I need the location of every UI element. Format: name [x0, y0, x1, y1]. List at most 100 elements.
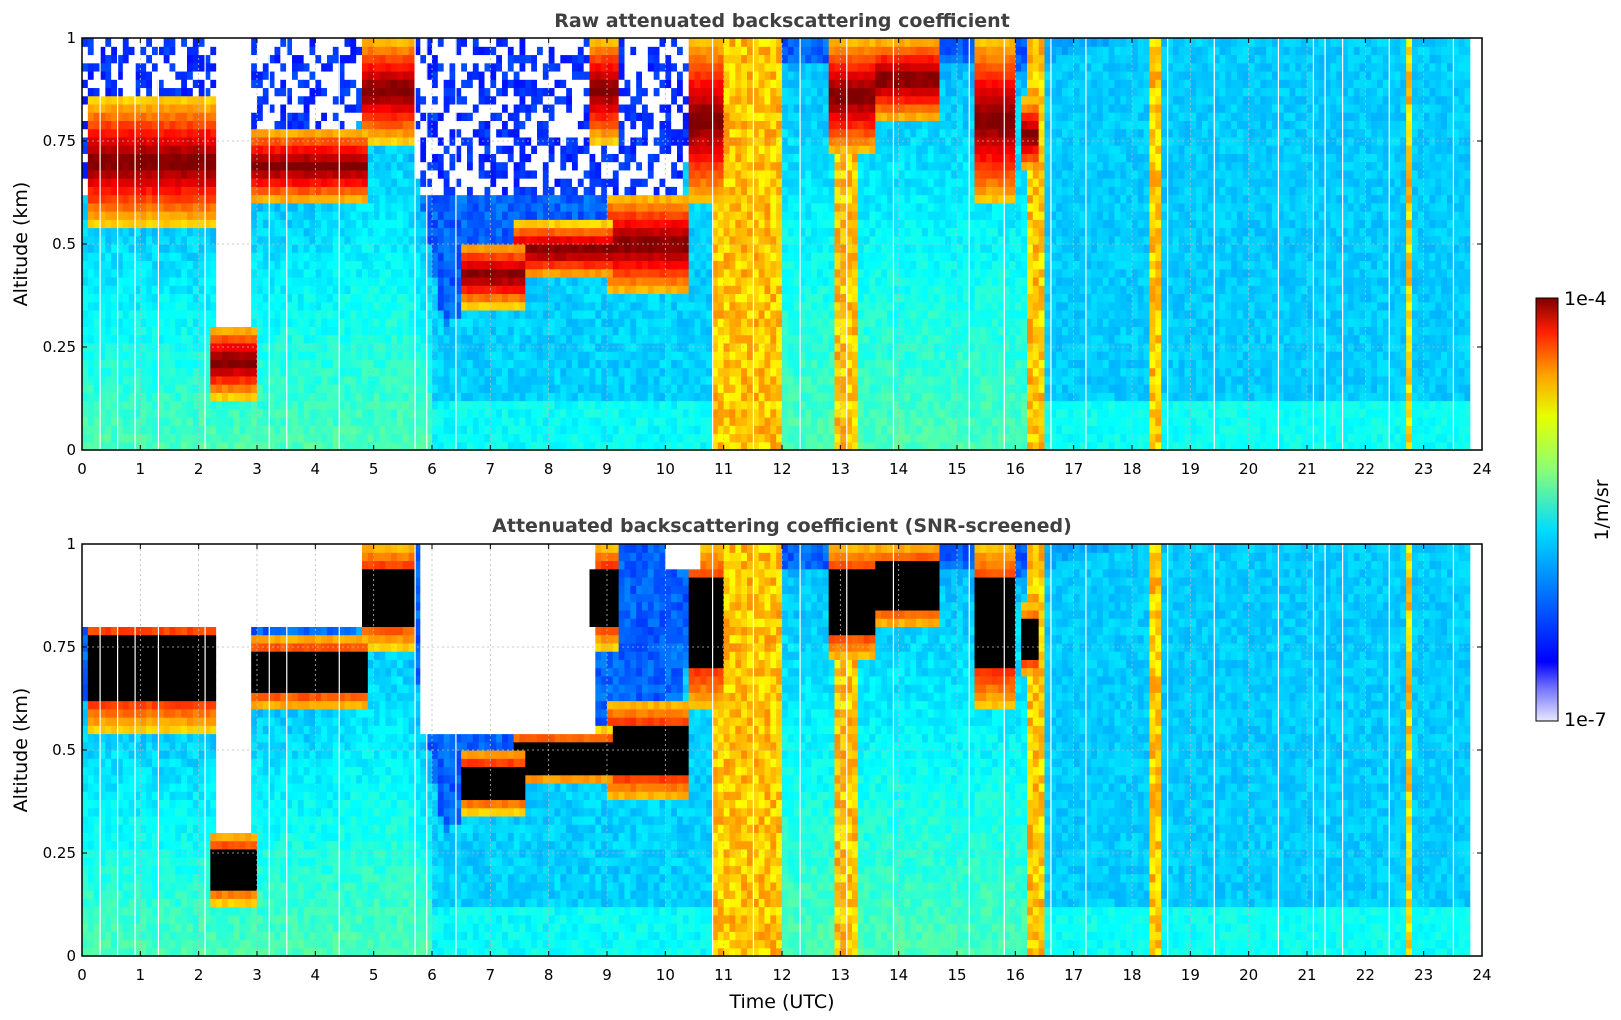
heatmap-cell [309, 408, 316, 418]
heatmap-cell [560, 202, 567, 212]
heatmap-cell [344, 178, 351, 187]
heatmap-cell [519, 285, 526, 295]
heatmap-cell [589, 186, 596, 196]
heatmap-cell [432, 194, 439, 204]
heatmap-cell [414, 318, 421, 327]
heatmap-cell [397, 194, 404, 204]
heatmap-cell [157, 38, 165, 47]
heatmap-cell [455, 425, 462, 435]
heatmap-cell [443, 433, 451, 443]
heatmap-cell [239, 54, 246, 64]
heatmap-cell [227, 161, 235, 171]
heatmap-cell [385, 334, 392, 344]
heatmap-cell [373, 120, 381, 130]
heatmap-cell [385, 38, 392, 47]
heatmap-cell [636, 425, 643, 435]
heatmap-cell [122, 79, 130, 89]
heatmap-cell [490, 384, 497, 393]
heatmap-cell [525, 178, 532, 187]
heatmap-cell [111, 268, 118, 278]
heatmap-cell [245, 46, 252, 56]
heatmap-cell [601, 136, 608, 146]
heatmap-cell [391, 392, 398, 402]
heatmap-cell [82, 95, 89, 105]
heatmap-cell [607, 169, 614, 179]
heatmap-cell [286, 276, 293, 286]
heatmap-cell [607, 244, 614, 253]
heatmap-cell [554, 169, 561, 179]
heatmap-cell [233, 62, 241, 72]
heatmap-cell [519, 70, 526, 80]
heatmap-cell [274, 441, 281, 451]
heatmap-cell [198, 128, 206, 138]
heatmap-cell [280, 441, 287, 451]
heatmap-cell [192, 169, 200, 179]
heatmap-cell [642, 252, 649, 262]
heatmap-cell [513, 211, 521, 220]
heatmap-cell [607, 46, 614, 56]
heatmap-cell [146, 359, 153, 369]
heatmap-cell [344, 268, 351, 278]
heatmap-cell [461, 334, 468, 344]
heatmap-cell [175, 293, 182, 303]
heatmap-cell [507, 227, 515, 237]
heatmap-cell [502, 244, 509, 253]
heatmap-cell [105, 400, 112, 410]
heatmap-cell [618, 301, 626, 311]
heatmap-cell [595, 87, 602, 97]
heatmap-cell [554, 301, 561, 311]
heatmap-cell [467, 392, 474, 402]
heatmap-cell [297, 169, 305, 179]
heatmap-cell [484, 425, 491, 435]
heatmap-cell [519, 293, 526, 303]
heatmap-cell [402, 38, 410, 47]
heatmap-cell [624, 276, 631, 286]
heatmap-cell [601, 342, 608, 352]
heatmap-cell [338, 433, 346, 443]
heatmap-cell [636, 276, 643, 286]
heatmap-cell [198, 70, 206, 80]
heatmap-cell [607, 260, 614, 270]
heatmap-cell [87, 417, 95, 426]
heatmap-cell [87, 46, 95, 56]
heatmap-cell [577, 178, 585, 187]
heatmap-cell [525, 351, 532, 360]
heatmap-cell [502, 293, 509, 303]
heatmap-cell [350, 120, 357, 130]
heatmap-cell [595, 326, 602, 336]
heatmap-cell [181, 318, 188, 327]
heatmap-cell [192, 87, 200, 97]
heatmap-cell [105, 252, 112, 262]
heatmap-cell [490, 235, 497, 245]
heatmap-cell [82, 235, 89, 245]
heatmap-cell [612, 178, 620, 187]
heatmap-cell [134, 252, 141, 262]
heatmap-cell [472, 392, 480, 402]
heatmap-cell [251, 318, 258, 327]
heatmap-cell [537, 318, 544, 327]
heatmap-cell [292, 301, 299, 311]
heatmap-cell [408, 178, 416, 187]
heatmap-cell [607, 408, 614, 418]
heatmap-cell [99, 408, 106, 418]
heatmap-cell [484, 326, 491, 336]
heatmap-cell [647, 145, 655, 154]
heatmap-cell [251, 384, 258, 393]
heatmap-cell [134, 285, 141, 295]
heatmap-cell [181, 95, 188, 105]
heatmap-cell [87, 186, 95, 196]
heatmap-cell [128, 95, 136, 105]
heatmap-cell [105, 186, 112, 196]
heatmap-cell [169, 87, 176, 97]
heatmap-cell [292, 87, 299, 97]
heatmap-cell [507, 252, 515, 262]
heatmap-cell [192, 103, 200, 113]
heatmap-cell [531, 46, 538, 56]
heatmap-cell [262, 351, 270, 360]
heatmap-cell [478, 46, 486, 56]
heatmap-cell [350, 153, 357, 163]
heatmap-cell [583, 400, 591, 410]
heatmap-cell [472, 301, 480, 311]
heatmap-cell [507, 285, 515, 295]
heatmap-cell [572, 87, 579, 97]
